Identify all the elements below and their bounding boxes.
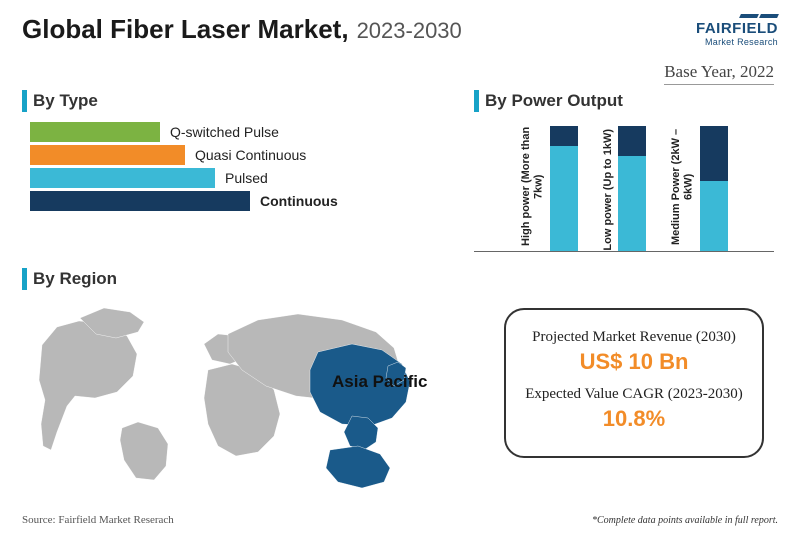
power-column: Medium Power (2kW – 6kW) [670,122,727,251]
type-bar [30,122,160,142]
metrics-box: Projected Market Revenue (2030) US$ 10 B… [504,308,764,458]
source-text: Source: Fairfield Market Reserach [22,514,174,526]
footnote-text: *Complete data points available in full … [592,515,778,526]
power-bar-bottom-segment [700,181,728,251]
type-bar [30,145,185,165]
power-bar-top-segment [550,126,578,146]
power-column: Low power (Up to 1kW) [602,122,647,251]
header: Global Fiber Laser Market, 2023-2030 FAI… [0,0,800,53]
by-type-title: By Type [33,91,98,111]
type-bar-row: Quasi Continuous [30,145,402,165]
type-bar-label: Pulsed [225,170,268,186]
cagr-label: Expected Value CAGR (2023-2030) [524,385,744,404]
title-sub: 2023-2030 [357,18,462,44]
by-region-section: By Region Asia Pacific [22,268,462,490]
power-bar-top-segment [618,126,646,156]
type-bar-row: Q-switched Pulse [30,122,402,142]
type-bar-label: Q-switched Pulse [170,124,279,140]
by-type-section: By Type Q-switched Pulse Quasi Continuous… [22,90,402,214]
accent-bar-icon [474,90,479,112]
power-bar [700,126,728,251]
world-map-svg [22,300,442,490]
by-power-label: By Power Output [474,90,774,112]
type-bar [30,168,215,188]
power-column: High power (More than 7kw) [520,122,577,251]
base-year: Base Year, 2022 [664,62,774,85]
title-block: Global Fiber Laser Market, 2023-2030 [22,14,462,45]
power-column-label: Low power (Up to 1kW) [602,129,615,251]
revenue-value: US$ 10 Bn [524,349,744,375]
type-bar-label: Continuous [260,193,338,209]
by-region-label: By Region [22,268,462,290]
power-bar-bottom-segment [550,146,578,251]
by-type-chart: Q-switched Pulse Quasi Continuous Pulsed Co… [30,122,402,211]
power-bar-bottom-segment [618,156,646,251]
accent-bar-icon [22,90,27,112]
revenue-label: Projected Market Revenue (2030) [524,328,744,347]
power-bar-top-segment [700,126,728,181]
logo: FAIRFIELD Market Research [696,14,778,47]
type-bar [30,191,250,211]
by-power-chart: High power (More than 7kw) Low power (Up … [474,122,774,252]
by-power-title: By Power Output [485,91,623,111]
type-bar-label: Quasi Continuous [195,147,306,163]
region-callout: Asia Pacific [332,372,427,392]
power-bar [618,126,646,251]
logo-subtext: Market Research [696,37,778,47]
cagr-value: 10.8% [524,406,744,432]
logo-text: FAIRFIELD [696,20,778,37]
type-bar-row: Continuous [30,191,402,211]
logo-mark-icon [696,14,778,18]
world-map: Asia Pacific [22,300,442,490]
by-region-title: By Region [33,269,117,289]
accent-bar-icon [22,268,27,290]
by-power-section: By Power Output High power (More than 7k… [474,90,774,252]
power-bar [550,126,578,251]
power-column-label: High power (More than 7kw) [520,122,545,251]
by-type-label: By Type [22,90,402,112]
type-bar-row: Pulsed [30,168,402,188]
power-column-label: Medium Power (2kW – 6kW) [670,122,695,251]
title-main: Global Fiber Laser Market, [22,14,349,45]
